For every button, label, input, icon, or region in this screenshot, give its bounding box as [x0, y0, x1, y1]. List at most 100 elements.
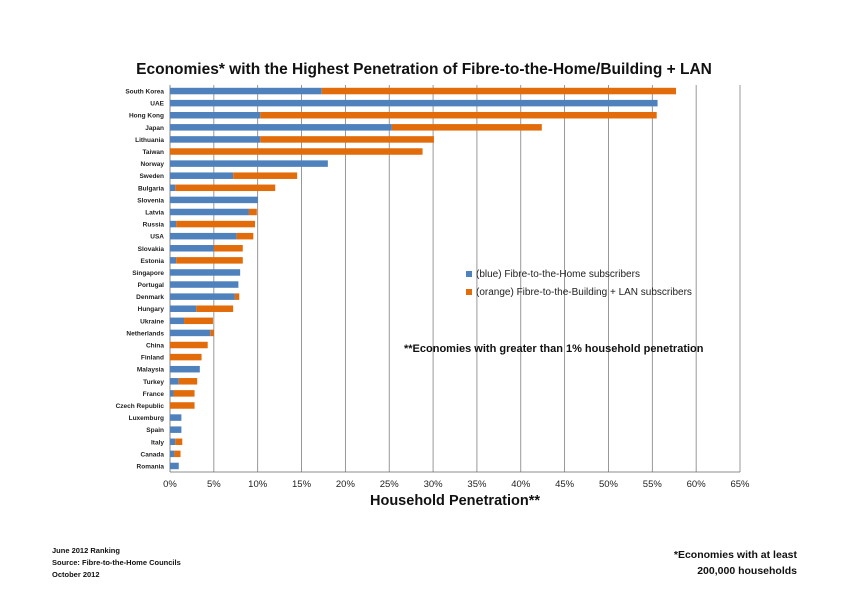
bar-ftth	[170, 281, 239, 288]
category-label: Estonia	[141, 258, 165, 265]
bar-ftth	[170, 293, 235, 300]
bar-ftth	[170, 245, 214, 252]
category-label: Portugal	[138, 282, 165, 289]
category-label: Hungary	[138, 306, 165, 313]
bar-fttb	[321, 87, 676, 95]
legend-item-ftth: (blue) Fibre-to-the-Home subscribers	[466, 265, 692, 283]
bar-fttb	[176, 257, 243, 264]
x-tick-label: 50%	[599, 479, 619, 490]
x-tick-label: 20%	[336, 479, 356, 490]
category-label: Denmark	[136, 294, 164, 301]
bar-ftth	[170, 462, 179, 470]
bar-ftth	[170, 208, 249, 216]
bar-fttb	[170, 341, 208, 349]
bar-ftth	[170, 124, 392, 131]
bar-ftth	[170, 160, 328, 167]
legend-label-fttb: (orange) Fibre-to-the-Building + LAN sub…	[476, 286, 692, 298]
category-label: Turkey	[143, 379, 164, 386]
bar-ftth	[170, 99, 658, 107]
bar-fttb	[233, 172, 298, 179]
category-label: Bulgaria	[138, 185, 164, 192]
bar-fttb	[236, 232, 254, 240]
category-label: China	[146, 343, 164, 350]
footnote-line-1: *Economies with at least	[673, 549, 797, 561]
bar-ftth	[170, 111, 261, 119]
bar-fttb	[170, 353, 202, 361]
footer-line-date: October 2012	[52, 570, 100, 579]
bar-fttb	[391, 124, 542, 131]
footer-line-ranking: June 2012 Ranking	[52, 546, 120, 555]
bar-fttb	[175, 438, 183, 446]
bar-ftth	[170, 365, 200, 373]
footer-footnote: *Economies with at least 200,000 househo…	[674, 547, 797, 579]
bar-ftth	[170, 232, 237, 240]
bar-fttb	[184, 317, 213, 325]
bar-fttb	[260, 136, 434, 143]
bar-fttb	[170, 402, 195, 409]
bar-ftth	[170, 317, 185, 325]
x-tick-label: 55%	[643, 479, 663, 490]
category-label: France	[143, 391, 165, 398]
category-label: Latvia	[145, 209, 164, 216]
bar-ftth	[170, 426, 182, 433]
category-label: USA	[150, 234, 164, 241]
bar-ftth	[170, 414, 182, 421]
x-tick-label: 65%	[730, 479, 750, 490]
category-label: Slovenia	[137, 197, 164, 204]
footer-line-source: Source: Fibre-to-the-Home Councils	[52, 558, 181, 567]
category-label: Luxemburg	[129, 415, 164, 422]
category-label: Norway	[141, 161, 165, 168]
x-tick-label: 45%	[555, 479, 575, 490]
bar-fttb	[248, 208, 257, 216]
category-label: Slovakia	[138, 246, 165, 253]
bar-fttb	[234, 293, 240, 300]
x-axis-label: Household Penetration**	[370, 493, 540, 509]
bar-ftth	[170, 269, 241, 276]
bar-fttb	[260, 111, 657, 119]
bar-ftth	[170, 184, 176, 192]
category-label: Ukraine	[140, 318, 164, 325]
x-tick-label: 15%	[292, 479, 312, 490]
footer-source: June 2012 Ranking Source: Fibre-to-the-H…	[52, 545, 181, 581]
x-tick-label: 0%	[163, 479, 177, 490]
x-tick-label: 35%	[467, 479, 487, 490]
category-label: Taiwan	[142, 149, 164, 156]
footnote-line-2: 200,000 households	[697, 565, 797, 577]
legend-item-fttb: (orange) Fibre-to-the-Building + LAN sub…	[466, 283, 692, 301]
x-tick-label: 10%	[248, 479, 268, 490]
bar-ftth	[170, 329, 211, 337]
bar-ftth	[170, 257, 177, 264]
penetration-note: **Economies with greater than 1% househo…	[404, 343, 704, 355]
bar-fttb	[173, 390, 195, 397]
category-label: Canada	[141, 451, 165, 458]
category-label: Sweden	[139, 173, 164, 180]
category-label: Czech Republic	[116, 403, 165, 410]
bar-ftth	[170, 378, 179, 385]
bar-ftth	[170, 305, 197, 312]
bar-ftth	[170, 220, 177, 228]
category-label: Finland	[141, 355, 164, 362]
category-label: Romania	[137, 463, 165, 470]
category-label: Japan	[145, 125, 164, 132]
chart-title: Economies* with the Highest Penetration …	[136, 61, 712, 78]
bar-ftth	[170, 172, 234, 179]
legend-swatch-orange	[466, 289, 472, 295]
x-tick-label: 30%	[424, 479, 444, 490]
category-label: Singapore	[132, 270, 164, 277]
bar-fttb	[170, 148, 423, 155]
bar-ftth	[170, 87, 322, 95]
x-tick-label: 40%	[511, 479, 531, 490]
legend: (blue) Fibre-to-the-Home subscribers (or…	[466, 265, 692, 301]
category-label: Malaysia	[137, 367, 164, 374]
x-tick-label: 25%	[380, 479, 400, 490]
x-tick-label: 5%	[207, 479, 221, 490]
bar-fttb	[175, 184, 276, 192]
bar-fttb	[196, 305, 234, 312]
bar-fttb	[213, 245, 243, 252]
legend-swatch-blue	[466, 271, 472, 277]
x-tick-label: 60%	[687, 479, 707, 490]
bar-fttb	[174, 450, 181, 458]
bar-fttb	[176, 220, 256, 228]
category-label: Italy	[151, 439, 164, 446]
